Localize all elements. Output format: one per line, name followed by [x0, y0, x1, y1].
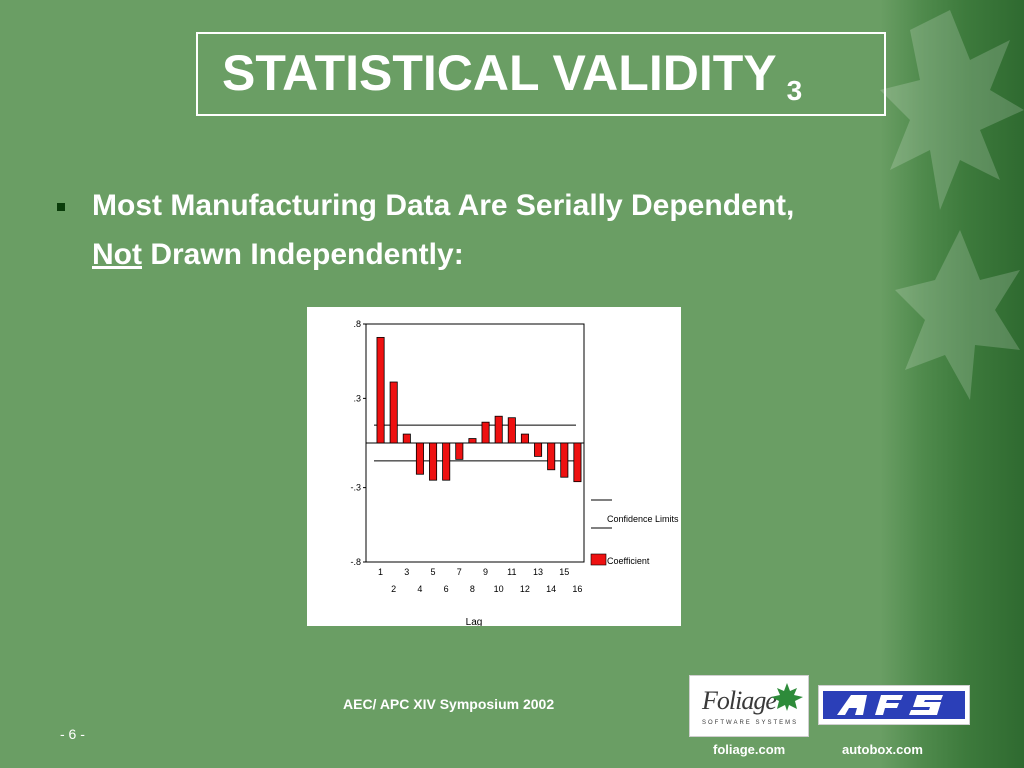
- bullet-text-line1: Most Manufacturing Data Are Serially Dep…: [92, 189, 795, 222]
- bar-lag-7: [455, 442, 464, 460]
- x-tick-label: 9: [483, 567, 488, 577]
- bar-lag-13: [534, 442, 543, 457]
- bar-lag-10: [494, 415, 503, 444]
- bar-lag-14: [547, 442, 556, 471]
- y-tick-label: .8: [353, 319, 361, 329]
- x-axis-label: Lag: [466, 617, 483, 626]
- slide-title: STATISTICAL VALIDITY 3: [222, 45, 803, 106]
- y-tick-label: -.8: [350, 557, 361, 567]
- bar-lag-9: [481, 421, 490, 444]
- foliage-url[interactable]: foliage.com: [713, 742, 786, 757]
- bar-lag-5: [429, 442, 438, 481]
- legend-label-confidence: Confidence Limits: [607, 514, 679, 524]
- bullet-square-icon: [57, 203, 65, 211]
- x-tick-label: 10: [494, 584, 504, 594]
- decorative-right-band: [880, 0, 1024, 768]
- legend-label-coefficient: Coefficient: [607, 556, 650, 566]
- bar-lag-12: [520, 433, 529, 444]
- x-tick-label: 6: [444, 584, 449, 594]
- x-tick-label: 13: [533, 567, 543, 577]
- acf-chart-panel: .8.3 -.3 -.8 1 3 5 7 9 11 13 15 2 4 6 8 10 12 14 16 Lag Con…: [307, 307, 681, 626]
- foliage-logo: Foliage SOFTWARE SYSTEMS: [689, 675, 809, 737]
- foliage-logo-subtitle: SOFTWARE SYSTEMS: [702, 720, 799, 726]
- maple-leaf-icon: [771, 683, 803, 711]
- legend-swatch-coefficient: [590, 553, 607, 566]
- page-number: - 6 -: [60, 726, 85, 742]
- bar-lag-3: [402, 433, 411, 444]
- bar-lag-16: [573, 442, 582, 483]
- x-tick-label: 11: [507, 567, 516, 577]
- bullet-text-line2: Not Drawn Independently:: [92, 238, 464, 272]
- x-tick-label: 2: [391, 584, 396, 594]
- title-subscript: 3: [786, 75, 803, 106]
- x-tick-label: 7: [457, 567, 462, 577]
- autobox-url[interactable]: autobox.com: [842, 742, 923, 757]
- afs-logo: [818, 685, 970, 725]
- leaf-decoration-icon: [880, 10, 1024, 400]
- x-tick-label: 1: [378, 567, 383, 577]
- bar-lag-15: [560, 442, 569, 478]
- x-tick-label: 15: [559, 567, 569, 577]
- y-tick-label: -.3: [350, 483, 361, 493]
- footer-text: AEC/ APC XIV Symposium 2002: [343, 696, 555, 712]
- x-tick-label: 16: [572, 584, 582, 594]
- afs-logo-icon: [823, 691, 965, 719]
- x-tick-label: 8: [470, 584, 475, 594]
- bar-lag-1: [376, 336, 385, 444]
- bar-lag-8: [468, 438, 477, 444]
- x-tick-label: 14: [546, 584, 556, 594]
- bar-lag-4: [415, 442, 424, 475]
- x-tick-label: 4: [417, 584, 422, 594]
- x-tick-label: 12: [520, 584, 530, 594]
- bar-lag-11: [507, 417, 516, 444]
- bar-lag-2: [389, 381, 398, 444]
- title-box: STATISTICAL VALIDITY 3: [196, 32, 886, 116]
- y-tick-label: .3: [353, 393, 361, 403]
- bullet-text-line2-rest: Drawn Independently:: [141, 238, 464, 271]
- underlined-word: Not: [92, 238, 142, 271]
- foliage-logo-word: Foliage: [702, 686, 777, 715]
- x-tick-label: 5: [431, 567, 436, 577]
- bar-lag-6: [442, 442, 451, 481]
- x-tick-label: 3: [404, 567, 409, 577]
